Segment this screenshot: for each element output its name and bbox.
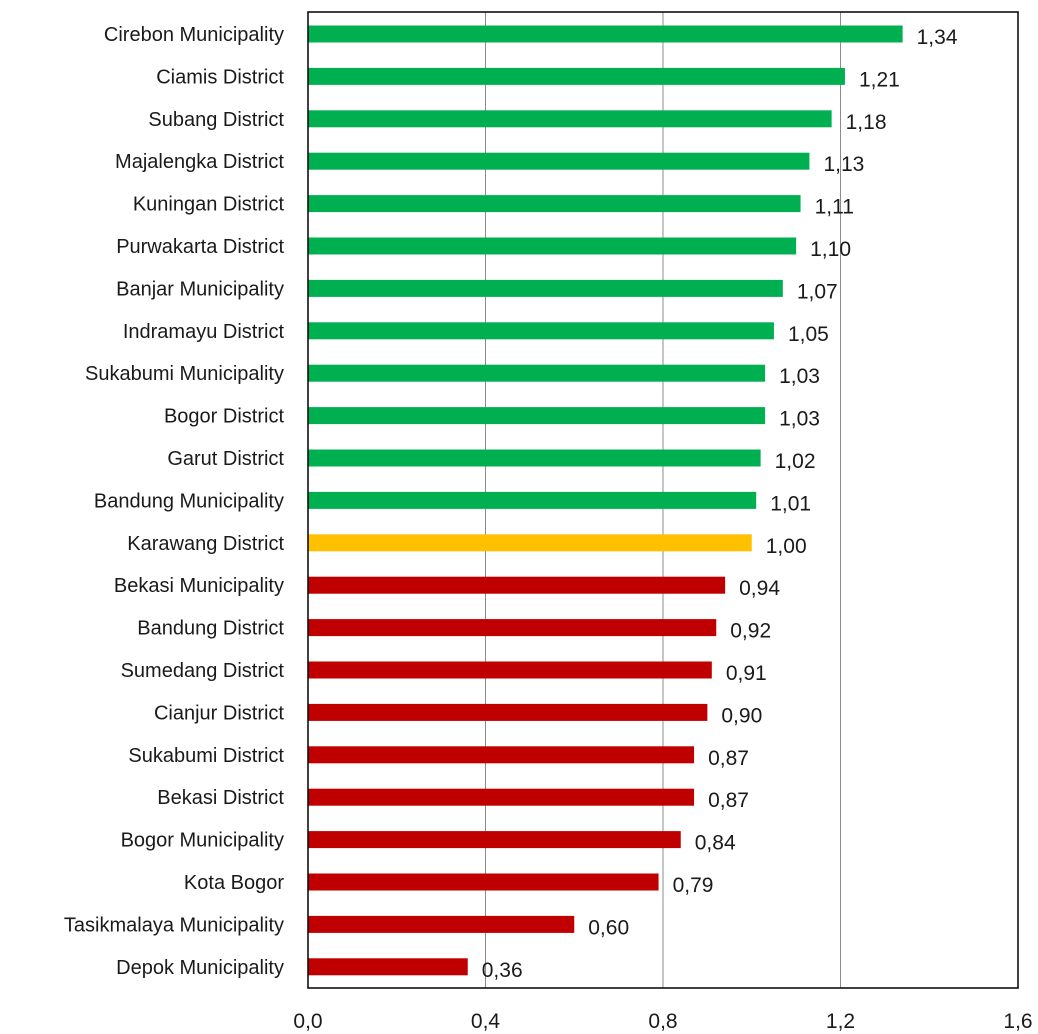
value-label: 0,84 bbox=[695, 832, 736, 855]
category-label: Bogor Municipality bbox=[121, 830, 284, 852]
bar bbox=[308, 322, 774, 340]
bar bbox=[308, 915, 575, 933]
bar bbox=[308, 25, 903, 43]
value-label: 0,36 bbox=[482, 959, 523, 982]
bar bbox=[308, 152, 810, 170]
bar bbox=[308, 958, 468, 976]
value-label: 1,05 bbox=[788, 323, 829, 346]
value-label: 1,18 bbox=[846, 111, 887, 134]
value-label: 0,92 bbox=[730, 620, 771, 643]
category-label: Bogor District bbox=[164, 406, 284, 428]
category-label: Cirebon Municipality bbox=[104, 24, 284, 46]
bar bbox=[308, 534, 752, 552]
bar bbox=[308, 576, 726, 594]
bar bbox=[308, 746, 695, 764]
value-label: 1,34 bbox=[917, 26, 958, 49]
bar bbox=[308, 619, 717, 637]
category-label: Bekasi Municipality bbox=[114, 575, 284, 597]
x-tick-label: 1,2 bbox=[826, 1010, 855, 1033]
value-label: 0,87 bbox=[708, 789, 749, 812]
category-label: Purwakarta District bbox=[116, 236, 284, 258]
value-label: 0,79 bbox=[673, 874, 714, 897]
category-label: Sukabumi Municipality bbox=[85, 363, 284, 385]
category-label: Indramayu District bbox=[123, 321, 285, 343]
value-label: 1,02 bbox=[775, 450, 816, 473]
category-label: Banjar Municipality bbox=[116, 278, 284, 300]
x-tick-label: 0,0 bbox=[293, 1010, 322, 1033]
category-label: Garut District bbox=[167, 448, 284, 470]
category-label: Bandung Municipality bbox=[94, 490, 284, 512]
x-tick-labels: 0,0 0,4 0,8 1,2 1,6 bbox=[293, 1010, 1032, 1033]
value-label: 1,13 bbox=[823, 153, 864, 176]
x-tick-label: 0,8 bbox=[648, 1010, 677, 1033]
category-label: Sukabumi District bbox=[128, 745, 284, 767]
x-tick-label: 0,4 bbox=[471, 1010, 501, 1033]
category-label: Karawang District bbox=[127, 533, 284, 555]
value-label: 0,87 bbox=[708, 747, 749, 770]
value-label: 1,10 bbox=[810, 238, 851, 261]
bar bbox=[308, 449, 761, 467]
bar bbox=[308, 67, 845, 85]
category-labels: Cirebon Municipality Ciamis District Suban… bbox=[64, 24, 285, 979]
bar bbox=[308, 661, 712, 679]
bar bbox=[308, 195, 801, 213]
bar bbox=[308, 407, 766, 425]
category-label: Subang District bbox=[148, 109, 284, 131]
category-label: Majalengka District bbox=[115, 151, 284, 173]
value-label: 1,07 bbox=[797, 280, 838, 303]
value-label: 1,11 bbox=[815, 196, 854, 219]
bar bbox=[308, 110, 832, 128]
value-label: 1,21 bbox=[859, 68, 900, 91]
value-label: 1,03 bbox=[779, 365, 820, 388]
bar bbox=[308, 873, 659, 891]
category-label: Ciamis District bbox=[156, 66, 284, 88]
plot-frame bbox=[307, 11, 1019, 989]
category-label: Cianjur District bbox=[154, 702, 284, 724]
category-label: Bandung District bbox=[137, 618, 284, 640]
bar bbox=[308, 364, 766, 382]
value-label: 0,94 bbox=[739, 577, 780, 600]
value-label: 0,90 bbox=[721, 704, 762, 727]
x-tick-label: 1,6 bbox=[1003, 1010, 1032, 1033]
value-label: 1,00 bbox=[766, 535, 807, 558]
bars bbox=[308, 25, 903, 976]
value-label: 0,60 bbox=[588, 916, 629, 939]
category-label: Kuningan District bbox=[133, 194, 285, 216]
value-labels: 1,34 1,21 1,18 1,13 1,11 1,10 1,07 1,05 1,03 1,03… bbox=[482, 26, 958, 982]
bar bbox=[308, 788, 695, 806]
value-label: 0,91 bbox=[726, 662, 767, 685]
bar bbox=[308, 831, 681, 849]
category-label: Depok Municipality bbox=[116, 957, 284, 979]
category-label: Tasikmalaya Municipality bbox=[64, 914, 284, 936]
bar bbox=[308, 703, 708, 721]
value-label: 1,03 bbox=[779, 408, 820, 431]
bar bbox=[308, 279, 783, 297]
bar bbox=[308, 237, 797, 255]
category-label: Kota Bogor bbox=[184, 872, 284, 894]
bar bbox=[308, 491, 757, 509]
category-label: Sumedang District bbox=[121, 660, 285, 682]
value-label: 1,01 bbox=[770, 492, 811, 515]
category-label: Bekasi District bbox=[157, 787, 284, 809]
